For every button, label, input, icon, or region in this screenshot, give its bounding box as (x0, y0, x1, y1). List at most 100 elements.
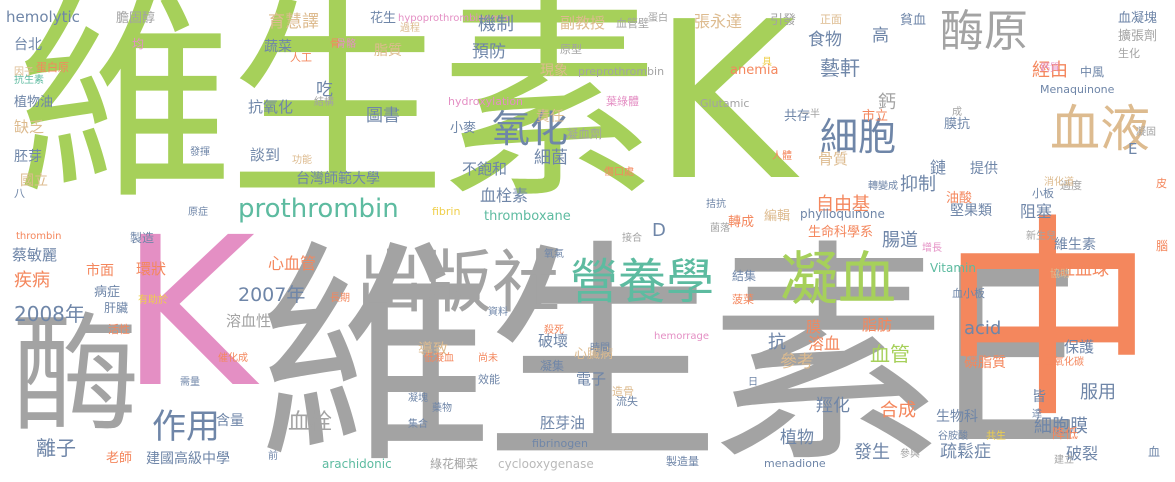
cloud-word: 蛋白原 (36, 61, 69, 74)
cloud-word: 2008年 (14, 302, 85, 326)
cloud-word: 降低 (1052, 427, 1079, 442)
cloud-word: 羥化 (816, 396, 850, 416)
cloud-word: 血栓素 (480, 186, 529, 205)
cloud-word: 台北 (14, 37, 42, 53)
cloud-word: 引發 (770, 13, 797, 28)
cloud-word: 參考 (780, 352, 814, 372)
cloud-word: 製造量 (666, 455, 699, 468)
cloud-word: phylloquinone (800, 207, 885, 221)
cloud-word: 人工 (290, 51, 312, 64)
cloud-word: 傷口處 (604, 167, 634, 178)
cloud-word: 接合 (622, 233, 642, 244)
cloud-word: fibrin (432, 205, 461, 218)
cloud-word: arachidonic (322, 457, 392, 471)
cloud-word: 協助 (1050, 269, 1070, 280)
cloud-word: 凝集 (540, 359, 565, 373)
cloud-word: 擴張劑 (1118, 29, 1158, 44)
cloud-word: 有助於 (138, 295, 168, 306)
cloud-word: 鈣質 (1040, 63, 1060, 74)
cloud-word: 凝塊 (408, 393, 428, 404)
cloud-word: hemorrage (654, 331, 710, 342)
cloud-word: K (120, 193, 256, 433)
cloud-word: 結構 (314, 97, 334, 108)
cloud-word: 市立 (862, 109, 889, 124)
cloud-word: 台灣師範大學 (296, 171, 380, 187)
cloud-word: 血凝塊 (1118, 11, 1158, 26)
cloud-word: 功能 (292, 155, 312, 166)
cloud-word: 氧化 (492, 107, 569, 151)
cloud-word: anemia (730, 63, 779, 78)
cloud-word: 電子 (576, 370, 607, 388)
cloud-word: 植物 (780, 428, 814, 448)
cloud-word: 活性 (108, 323, 130, 336)
cloud-word: 殺死 (544, 325, 564, 336)
cloud-word: 生物科 (936, 409, 978, 425)
cloud-word: 效能 (478, 373, 500, 386)
cloud-word: 現象 (540, 63, 568, 79)
cloud-word: 小板 (1032, 187, 1054, 200)
cloud-word: 腦 (1156, 239, 1169, 253)
cloud-word: 堅果類 (950, 203, 992, 219)
cloud-word: 膽固醇 (116, 11, 156, 26)
cloud-word: 破壞 (538, 332, 569, 350)
cloud-word: 自由基 (816, 194, 870, 215)
cloud-word: 血栓 (288, 410, 333, 435)
cloud-word: 尚未 (478, 353, 498, 364)
cloud-word: 藥物 (432, 403, 452, 414)
cloud-word: 抗生素 (14, 75, 44, 86)
cloud-word: 催化成 (218, 353, 248, 364)
cloud-word: 責任 (536, 109, 564, 125)
cloud-word: 心血管 (268, 254, 317, 273)
cloud-word: 正面 (820, 13, 842, 26)
cloud-word: 成 (952, 107, 962, 118)
cloud-word: E (1128, 140, 1138, 158)
cloud-word: 流失 (616, 395, 638, 408)
cloud-word: 八 (14, 187, 25, 200)
cloud-word: 合成 (880, 400, 916, 421)
cloud-word: 服用 (1080, 382, 1116, 403)
cloud-word: 鈣 (878, 92, 896, 113)
cloud-word: 酶 (12, 301, 141, 450)
cloud-word: 低凝血 (424, 353, 454, 364)
cloud-word: 脂肪 (862, 316, 893, 334)
cloud-word: 新生兒 (1026, 231, 1056, 242)
cloud-word: 談到 (250, 146, 281, 164)
cloud-word: preprothrombin (578, 65, 665, 78)
cloud-word: 蔡敏麗 (12, 246, 58, 264)
cloud-word: 吃 (316, 80, 333, 100)
cloud-word: 菌落 (710, 223, 730, 234)
cloud-word: thrombin (16, 231, 62, 242)
cloud-word: 高 (872, 26, 889, 46)
cloud-word: 抑制 (900, 174, 936, 195)
cloud-word: 2007年 (238, 284, 306, 306)
cloud-word: 血小板 (952, 287, 985, 300)
cloud-word: 油酸 (946, 191, 973, 206)
cloud-word: 老師 (106, 451, 133, 466)
cloud-word: prothrombin (238, 194, 399, 224)
cloud-word: 拮抗 (706, 199, 726, 210)
cloud-word: 圖書 (366, 106, 400, 126)
cloud-word: 凝血 (780, 245, 897, 313)
cloud-word: 編輯 (764, 209, 791, 224)
cloud-word: 日 (748, 377, 758, 388)
cloud-word: 市面 (86, 263, 114, 279)
cloud-word: Menaquinone (1040, 83, 1115, 96)
cloud-word: 谷胺酸 (938, 431, 968, 442)
cloud-word: 中風 (1080, 65, 1105, 79)
cloud-word: 含量 (216, 413, 244, 429)
cloud-word: 膜 (806, 318, 822, 336)
cloud-word: 營養學 (570, 254, 715, 310)
cloud-word: 凝固 (1136, 127, 1156, 138)
cloud-word: 轉成 (728, 215, 755, 230)
cloud-word: 生命科學系 (808, 225, 874, 240)
cloud-word: 提供 (970, 161, 998, 177)
cloud-word: cyclooxygenase (498, 457, 594, 471)
cloud-word: 二氧化碳 (1044, 357, 1084, 368)
cloud-word: hemolytic (6, 8, 80, 26)
cloud-word: 需量 (180, 377, 200, 388)
cloud-word: 凝血劑 (566, 127, 603, 141)
cloud-word: 細胞膜 (1034, 416, 1088, 437)
cloud-word: 病症 (94, 285, 121, 300)
cloud-word: 胚芽油 (540, 414, 586, 432)
cloud-word: 心臟病 (574, 347, 614, 362)
